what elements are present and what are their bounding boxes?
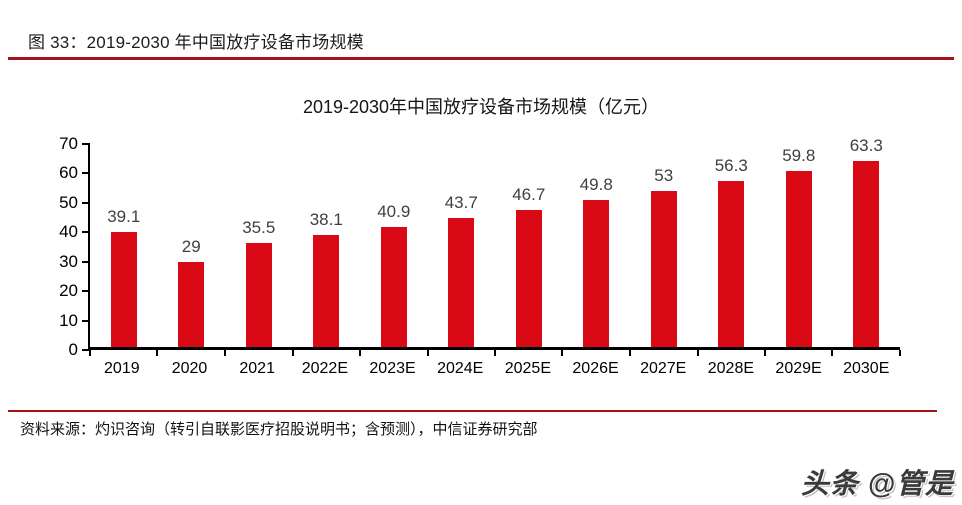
x-tick-mark bbox=[628, 350, 631, 356]
bar-value-label: 46.7 bbox=[512, 184, 546, 204]
y-axis: 0 10 20 30 40 50 60 70 bbox=[0, 134, 88, 359]
x-tick-mark bbox=[89, 350, 91, 356]
x-tick-mark bbox=[831, 350, 834, 356]
x-axis-labels: 2019 2020 2021 2022E 2023E 2024E 2025E 2026E 202… bbox=[88, 359, 900, 379]
x-tick-label: 2022E bbox=[301, 360, 348, 377]
bar-value-label: 53 bbox=[654, 166, 674, 186]
bar bbox=[110, 231, 137, 347]
bar-column: 56.3 bbox=[698, 144, 766, 347]
bar-column: 46.7 bbox=[495, 144, 563, 347]
y-tick-mark bbox=[82, 319, 90, 322]
bar bbox=[650, 191, 677, 347]
y-tick-label: 50 bbox=[59, 192, 78, 212]
bar-value-label: 59.8 bbox=[782, 146, 816, 166]
bar bbox=[853, 160, 880, 347]
y-tick-label: 10 bbox=[59, 310, 78, 330]
x-tick-label: 2030E bbox=[843, 360, 890, 377]
x-tick-label: 2025E bbox=[504, 360, 551, 377]
bar bbox=[785, 171, 812, 347]
bar-column: 63.3 bbox=[833, 136, 901, 347]
x-tick-mark bbox=[223, 350, 226, 356]
y-tick-label: 30 bbox=[59, 251, 78, 271]
plot-row: 0 10 20 30 40 50 60 70 39.1 29 35.5 38.1 40.9 43.7 46… bbox=[0, 134, 962, 359]
bar-value-label: 56.3 bbox=[714, 156, 748, 176]
x-tick-label: 2024E bbox=[437, 360, 484, 377]
bar-value-label: 63.3 bbox=[849, 135, 883, 155]
source-note: 资料来源：灼识咨询（转引自联影医疗招股说明书；含预测），中信证券研究部 bbox=[20, 421, 538, 438]
x-tick-label: 2023E bbox=[369, 360, 416, 377]
x-tick-mark bbox=[696, 350, 699, 356]
y-tick-mark bbox=[82, 260, 90, 263]
y-tick-label: 60 bbox=[59, 163, 78, 183]
x-tick-label: 2027E bbox=[640, 360, 687, 377]
header-divider bbox=[8, 57, 954, 60]
plot-area: 39.1 29 35.5 38.1 40.9 43.7 46.7 49.8 53 56.3 59.8… bbox=[82, 136, 901, 356]
bar bbox=[313, 234, 340, 347]
chart-title: 2019-2030年中国放疗设备市场规模（亿元） bbox=[302, 97, 660, 117]
bar-value-label: 35.5 bbox=[242, 217, 276, 237]
x-tick-mark bbox=[561, 350, 564, 356]
bar-column: 43.7 bbox=[428, 144, 496, 347]
x-tick-label: 2021 bbox=[239, 360, 275, 377]
bar-value-label: 38.1 bbox=[309, 209, 343, 229]
y-tick-label: 70 bbox=[59, 134, 78, 153]
bar-value-label: 29 bbox=[181, 236, 201, 256]
x-tick-label: 2029E bbox=[775, 360, 822, 377]
x-tick-label: 2019 bbox=[104, 360, 140, 377]
bar bbox=[380, 226, 407, 347]
bar-column: 35.5 bbox=[225, 144, 293, 347]
bar-column: 39.1 bbox=[90, 144, 158, 347]
x-tick-mark bbox=[764, 350, 766, 356]
bar-column: 40.9 bbox=[360, 144, 428, 347]
bar-value-label: 43.7 bbox=[444, 193, 478, 213]
y-tick-label: 40 bbox=[59, 222, 78, 242]
bar bbox=[718, 181, 745, 347]
bar bbox=[515, 209, 542, 347]
bar bbox=[178, 261, 205, 347]
bar-chart: 2019-2030年中国放疗设备市场规模（亿元） 0 10 20 30 40 50 60 70… bbox=[0, 93, 962, 379]
x-tick-label: 2028E bbox=[707, 360, 755, 377]
y-tick-label: 20 bbox=[59, 281, 78, 301]
y-tick-mark bbox=[82, 143, 90, 145]
figure-caption: 图 33：2019-2030 年中国放疗设备市场规模 bbox=[28, 33, 364, 52]
bar-column: 38.1 bbox=[293, 144, 361, 347]
x-tick-label: 2026E bbox=[572, 360, 619, 377]
bar-value-label: 40.9 bbox=[377, 201, 411, 221]
x-tick-label: 2020 bbox=[171, 360, 208, 377]
x-tick-mark bbox=[899, 350, 901, 356]
bar-column: 49.8 bbox=[563, 144, 631, 347]
bar-column: 53 bbox=[630, 144, 698, 347]
y-tick-label: 0 bbox=[68, 340, 78, 359]
bar-column: 29 bbox=[158, 144, 226, 347]
x-tick-mark bbox=[156, 350, 159, 356]
footer-divider bbox=[8, 410, 937, 412]
y-tick-mark bbox=[82, 201, 90, 204]
bar-value-label: 39.1 bbox=[107, 206, 141, 226]
y-tick-mark bbox=[82, 172, 90, 175]
bar-value-label: 49.8 bbox=[579, 175, 613, 195]
watermark: 头条 @管是 bbox=[800, 468, 954, 499]
y-tick-mark bbox=[82, 349, 90, 351]
bar bbox=[245, 242, 272, 347]
x-tick-mark bbox=[426, 350, 429, 356]
y-tick-mark bbox=[82, 231, 90, 234]
x-tick-mark bbox=[358, 350, 361, 356]
bar bbox=[583, 200, 610, 347]
x-tick-mark bbox=[291, 350, 294, 356]
y-tick-mark bbox=[82, 290, 90, 293]
report-figure-page: 图 33：2019-2030 年中国放疗设备市场规模 2019-2030年中国放… bbox=[0, 31, 962, 505]
x-tick-mark bbox=[494, 350, 496, 356]
bar bbox=[448, 218, 475, 347]
bar-column: 59.8 bbox=[765, 144, 833, 347]
